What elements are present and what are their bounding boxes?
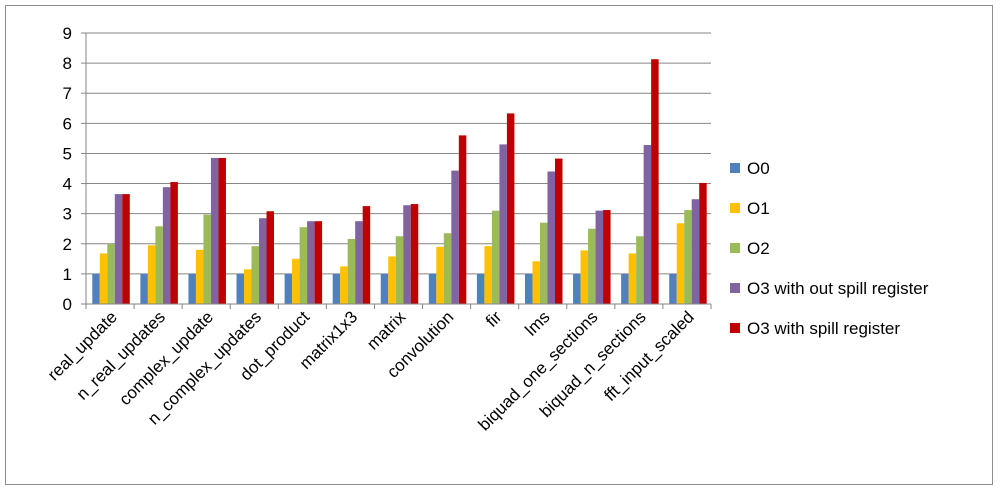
- legend: O0 O1 O2 O3 with out spill register O3 with …: [730, 159, 929, 338]
- bar-o1-biquad_n_sections: [628, 253, 637, 304]
- bar-o0-fft_input_scaled: [669, 273, 677, 304]
- bar-o1-convolution: [436, 246, 444, 304]
- bar-o1-matrix: [388, 256, 396, 304]
- bar-o3-with-spill-register-matrix1x3: [362, 206, 371, 304]
- y-tick-label: 3: [63, 205, 72, 224]
- bar-o0-dot_product: [284, 273, 293, 304]
- category-label: fft_input_scaled: [600, 307, 697, 404]
- bar-o3-with-out-spill-register-matrix: [403, 205, 411, 304]
- y-tick-label: 6: [63, 114, 72, 133]
- bar-o0-n_complex_updates: [236, 273, 245, 304]
- y-tick-label: 0: [63, 295, 72, 314]
- legend-label: O3 with out spill register: [747, 279, 929, 298]
- bar-o3-with-out-spill-register-convolution: [451, 170, 459, 304]
- bar-o3-with-spill-register-dot_product: [314, 221, 323, 304]
- y-tick-label: 5: [63, 144, 72, 163]
- bar-o3-with-out-spill-register-fft_input_scaled: [691, 199, 700, 304]
- bar-o0-lms: [524, 273, 533, 304]
- bar-o3-with-spill-register-fft_input_scaled: [699, 182, 707, 304]
- bar-o1-real_update: [99, 253, 108, 304]
- bar-o2-fir: [491, 210, 500, 304]
- bars: [92, 59, 707, 304]
- bar-o3-with-spill-register-fir: [506, 113, 515, 304]
- bar-o0-complex_update: [188, 273, 196, 304]
- bar-o1-matrix1x3: [340, 266, 348, 304]
- y-tick-labels: 0 1 2 3 4 5 6 7 8 9: [63, 24, 72, 314]
- y-tick-label: 4: [63, 175, 72, 194]
- bar-o3-with-out-spill-register-dot_product: [307, 221, 315, 304]
- grid-lines: [86, 32, 711, 275]
- axes: [81, 32, 712, 309]
- bar-o3-with-out-spill-register-biquad_one_sections: [595, 210, 604, 304]
- bar-o3-with-out-spill-register-matrix1x3: [355, 221, 363, 304]
- bar-o3-with-out-spill-register-complex_update: [210, 157, 219, 304]
- bar-o1-fft_input_scaled: [676, 223, 685, 304]
- bar-chart: 0 1 2 3 4 5 6 7 8 9 real_updaten_real_updatescomp…: [44, 24, 929, 434]
- bar-o0-matrix: [380, 273, 389, 304]
- category-labels: real_updaten_real_updatescomplex_updaten…: [44, 307, 698, 434]
- bar-o1-dot_product: [292, 258, 300, 304]
- legend-label: O2: [747, 239, 770, 258]
- bar-o1-complex_update: [195, 249, 204, 304]
- bar-o2-biquad_n_sections: [636, 236, 644, 304]
- bar-o3-with-spill-register-matrix: [410, 204, 419, 304]
- bar-o2-n_real_updates: [155, 226, 163, 304]
- legend-swatch: [730, 203, 740, 213]
- bar-o3-with-spill-register-n_real_updates: [170, 182, 178, 304]
- bar-o0-convolution: [428, 273, 437, 304]
- bar-o2-real_update: [107, 243, 115, 304]
- bar-o1-n_real_updates: [147, 245, 156, 304]
- bar-o1-n_complex_updates: [244, 269, 252, 304]
- legend-label: O0: [747, 159, 770, 178]
- bar-o3-with-spill-register-real_update: [122, 194, 130, 304]
- bar-o3-with-spill-register-n_complex_updates: [266, 211, 275, 304]
- legend-swatch: [730, 283, 740, 293]
- bar-o3-with-spill-register-complex_update: [218, 157, 226, 304]
- legend-swatch: [730, 163, 740, 173]
- bar-o0-fir: [476, 273, 485, 304]
- y-tick-label: 7: [63, 84, 72, 103]
- bar-o0-n_real_updates: [140, 273, 148, 304]
- bar-o2-fft_input_scaled: [684, 210, 692, 304]
- y-tick-label: 2: [63, 235, 72, 254]
- bar-o3-with-out-spill-register-n_real_updates: [162, 187, 171, 304]
- legend-swatch: [730, 323, 740, 333]
- y-tick-label: 1: [63, 265, 72, 284]
- category-label: fir: [482, 307, 506, 331]
- bar-o2-biquad_one_sections: [588, 228, 596, 304]
- bar-o2-n_complex_updates: [251, 246, 260, 304]
- bar-o2-dot_product: [299, 227, 308, 304]
- bar-o3-with-spill-register-biquad_n_sections: [651, 59, 659, 304]
- bar-o2-matrix: [395, 236, 404, 304]
- legend-label: O3 with spill register: [747, 319, 900, 338]
- bar-o3-with-spill-register-lms: [554, 158, 563, 304]
- bar-o3-with-out-spill-register-n_complex_updates: [259, 218, 267, 304]
- bar-o0-real_update: [92, 273, 100, 304]
- bar-o2-convolution: [443, 233, 452, 304]
- bar-o3-with-spill-register-convolution: [458, 135, 467, 304]
- category-label: lms: [521, 307, 553, 339]
- bar-o2-complex_update: [203, 214, 211, 304]
- bar-o1-fir: [484, 246, 492, 304]
- bar-o2-matrix1x3: [347, 238, 356, 304]
- bar-o3-with-out-spill-register-fir: [499, 144, 507, 304]
- bar-o0-biquad_one_sections: [573, 273, 581, 304]
- bar-o1-lms: [532, 261, 540, 304]
- legend-label: O1: [747, 199, 770, 218]
- bar-o3-with-out-spill-register-lms: [547, 171, 555, 304]
- bar-o1-biquad_one_sections: [580, 250, 589, 304]
- y-tick-label: 9: [63, 24, 72, 43]
- category-label: matrix: [363, 307, 410, 354]
- bar-o3-with-out-spill-register-biquad_n_sections: [643, 145, 652, 304]
- bar-o0-biquad_n_sections: [621, 273, 629, 304]
- bar-o3-with-spill-register-biquad_one_sections: [603, 210, 611, 304]
- bar-o0-matrix1x3: [332, 273, 341, 304]
- bar-o2-lms: [539, 222, 548, 304]
- chart-frame: 0 1 2 3 4 5 6 7 8 9 real_update n_real_updates comp…: [5, 5, 993, 485]
- legend-swatch: [730, 243, 740, 253]
- y-tick-label: 8: [63, 54, 72, 73]
- bar-o3-with-out-spill-register-real_update: [114, 194, 123, 304]
